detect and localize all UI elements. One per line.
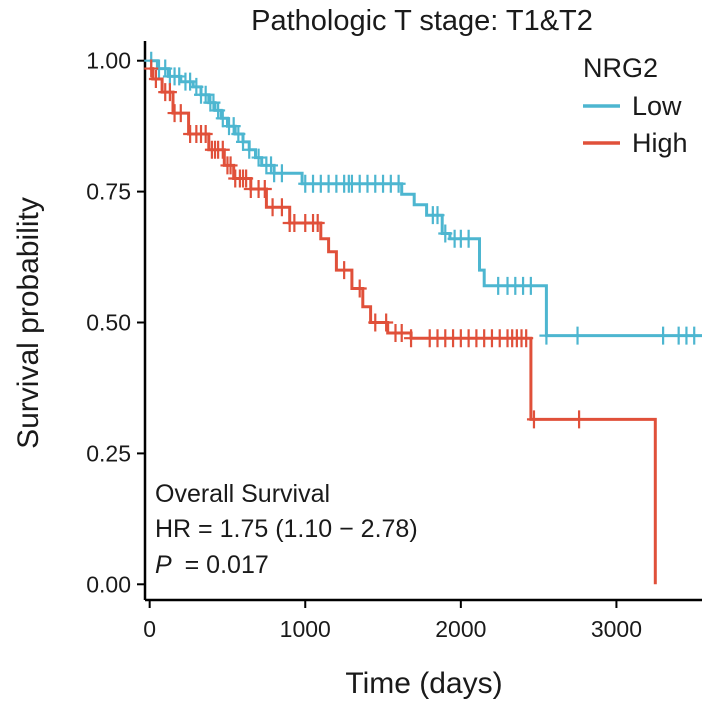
- y-tick-label: 0.00: [86, 571, 131, 597]
- censor-mark-low: [570, 326, 585, 345]
- survival-curve-low: [149, 59, 702, 338]
- annotation-line-2: HR = 1.75 (1.10 − 2.78): [155, 515, 418, 543]
- censor-mark-high: [404, 329, 419, 348]
- censor-mark-high: [173, 104, 188, 123]
- censor-mark-low: [242, 140, 257, 159]
- censor-mark-high: [310, 214, 325, 233]
- censor-mark-high: [239, 169, 254, 188]
- censor-mark-high: [526, 410, 541, 429]
- censor-mark-high: [572, 410, 587, 429]
- y-axis-title: Survival probability: [12, 197, 45, 449]
- plot-area: 0.00 0.25 0.50 0.75 1.00 0 1000 2000 3000: [86, 41, 702, 642]
- censor-mark-low: [438, 224, 453, 243]
- x-tick-label: 3000: [591, 616, 642, 642]
- censor-mark-high: [352, 279, 367, 298]
- censor-mark-low: [391, 174, 406, 193]
- censor-mark-low: [236, 132, 251, 151]
- censor-mark-high: [379, 313, 394, 332]
- censor-mark-high: [148, 70, 163, 89]
- annotation-line-3: P = 0.017: [155, 551, 269, 579]
- legend-label-low: Low: [632, 91, 682, 121]
- x-axis-title: Time (days): [345, 667, 502, 700]
- annotation-line-1: Overall Survival: [155, 480, 330, 508]
- censor-mark-high: [274, 198, 289, 217]
- chart-title: Pathologic T stage: T1&T2: [251, 5, 593, 37]
- x-tick-label: 0: [143, 616, 156, 642]
- censor-mark-high: [198, 125, 213, 144]
- y-tick-label: 1.00: [86, 48, 131, 74]
- censor-mark-low: [539, 326, 554, 345]
- legend-title: NRG2: [583, 53, 658, 83]
- p-value: = 0.017: [185, 551, 269, 579]
- censor-mark-high: [162, 83, 177, 102]
- censor-mark-low: [687, 326, 702, 345]
- censor-mark-low: [461, 229, 476, 248]
- censor-mark-low: [215, 109, 230, 128]
- x-tick-label: 2000: [435, 616, 486, 642]
- censor-mark-high: [223, 156, 238, 175]
- censor-mark-high: [394, 323, 409, 342]
- censor-mark-high: [519, 329, 534, 348]
- censor-mark-low: [656, 326, 671, 345]
- censor-mark-high: [144, 59, 159, 78]
- series-high: [144, 59, 657, 585]
- legend-label-high: High: [632, 128, 688, 158]
- censor-mark-high: [215, 140, 230, 159]
- censor-mark-low: [264, 156, 279, 175]
- censor-mark-high: [337, 261, 352, 280]
- stats-annotation: Overall Survival HR = 1.75 (1.10 − 2.78)…: [155, 480, 418, 579]
- censor-mark-low: [274, 164, 289, 183]
- legend: NRG2 Low High: [583, 53, 688, 158]
- y-tick-label: 0.50: [86, 310, 131, 336]
- p-label: P: [155, 551, 172, 579]
- censor-mark-high: [257, 179, 272, 198]
- y-tick-label: 0.75: [86, 179, 131, 205]
- censor-mark-low: [251, 148, 266, 167]
- x-tick-label: 1000: [280, 616, 331, 642]
- censor-mark-low: [430, 206, 445, 225]
- y-tick-label: 0.25: [86, 440, 131, 466]
- censor-mark-low: [523, 276, 538, 295]
- series-low: [144, 51, 702, 345]
